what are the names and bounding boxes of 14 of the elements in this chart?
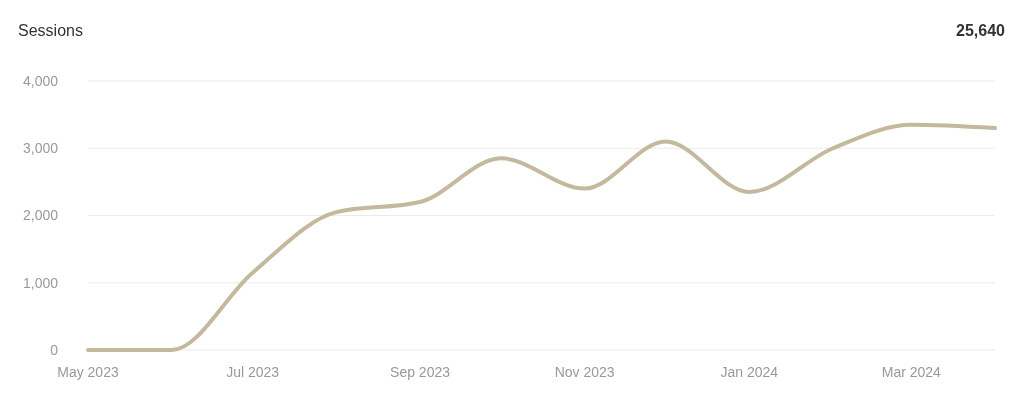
- y-tick-label: 4,000: [22, 72, 59, 89]
- line-series: [86, 122, 997, 352]
- x-tick-label: Jan 2024: [720, 364, 779, 380]
- text: 25,640: [956, 22, 1006, 39]
- x-tick-label: Nov 2023: [554, 364, 615, 380]
- x-tick-label: Sep 2023: [390, 364, 451, 380]
- y-tick-label: 2,000: [22, 207, 59, 224]
- y-tick-label: 0: [50, 341, 59, 358]
- y-tick-label: 1,000: [22, 274, 59, 291]
- x-tick-label: May 2023: [57, 364, 119, 380]
- chart-title: Sessions: [18, 22, 83, 39]
- x-tick-label: Jul 2023: [226, 364, 280, 380]
- x-tick-label: Mar 2024: [881, 364, 942, 380]
- y-tick-label: 3,000: [22, 140, 59, 157]
